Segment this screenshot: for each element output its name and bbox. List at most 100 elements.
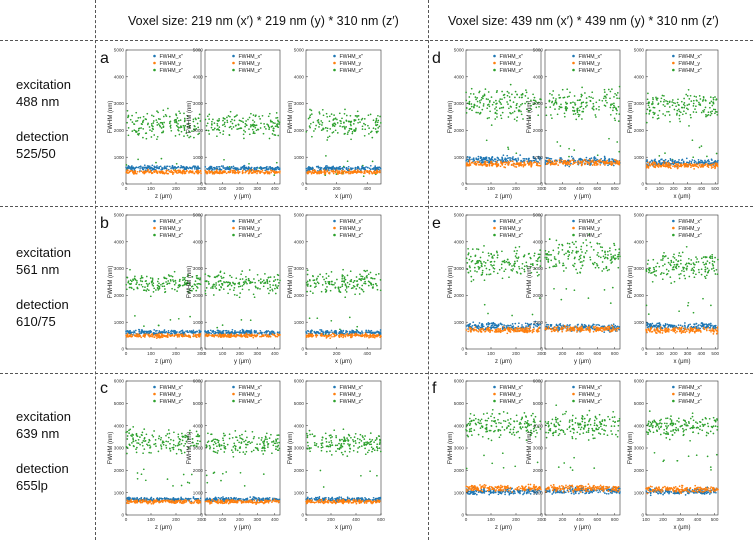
data-point bbox=[195, 435, 198, 438]
data-point bbox=[213, 168, 215, 171]
data-point bbox=[178, 280, 181, 282]
data-point bbox=[139, 443, 141, 446]
data-point bbox=[307, 117, 310, 120]
x-tick-label: 100 bbox=[147, 351, 155, 356]
data-point bbox=[338, 442, 340, 445]
data-point bbox=[156, 110, 158, 112]
data-point bbox=[223, 335, 226, 337]
data-point bbox=[142, 171, 144, 174]
data-point bbox=[148, 451, 151, 454]
data-point bbox=[330, 501, 333, 504]
y-tick-label: 4000 bbox=[294, 74, 305, 79]
data-point bbox=[266, 497, 269, 500]
data-point bbox=[310, 329, 313, 332]
legend-label-z: FWHM_z″ bbox=[340, 399, 364, 405]
data-point bbox=[215, 284, 217, 286]
data-point bbox=[343, 280, 346, 282]
data-point bbox=[189, 135, 192, 138]
data-point bbox=[346, 497, 349, 500]
y-tick-label: 3000 bbox=[294, 446, 305, 451]
data-point bbox=[162, 109, 165, 112]
data-point bbox=[192, 444, 195, 447]
data-point bbox=[271, 452, 273, 455]
data-point bbox=[206, 167, 208, 170]
data-point bbox=[240, 498, 242, 500]
data-point bbox=[175, 167, 177, 169]
data-point bbox=[340, 330, 343, 333]
data-point bbox=[354, 440, 357, 442]
right-column-header: Voxel size: 439 nm (x′) * 439 nm (y) * 3… bbox=[448, 14, 719, 28]
data-point bbox=[338, 496, 341, 498]
data-point bbox=[144, 497, 146, 500]
data-point bbox=[148, 333, 150, 336]
data-point bbox=[195, 285, 198, 288]
data-point bbox=[331, 125, 334, 127]
data-point bbox=[144, 479, 147, 482]
y-axis-label: FWHM (nm) bbox=[187, 432, 193, 465]
data-point bbox=[243, 137, 245, 140]
data-point bbox=[344, 334, 347, 336]
data-point bbox=[329, 337, 332, 340]
data-point bbox=[263, 447, 265, 449]
data-point bbox=[162, 441, 165, 444]
data-point bbox=[153, 443, 155, 446]
data-point bbox=[195, 499, 198, 502]
data-point bbox=[131, 114, 133, 117]
data-point bbox=[131, 442, 133, 444]
data-point bbox=[352, 170, 355, 173]
data-point bbox=[134, 278, 136, 281]
legend-marker-z bbox=[153, 233, 156, 237]
data-point bbox=[256, 332, 259, 335]
data-point bbox=[338, 335, 341, 337]
data-point bbox=[345, 170, 348, 173]
data-point bbox=[161, 167, 164, 169]
data-point bbox=[156, 124, 159, 126]
data-point bbox=[317, 165, 320, 168]
data-point bbox=[320, 442, 323, 445]
data-point bbox=[311, 135, 313, 138]
y-tick-label: 1000 bbox=[114, 155, 125, 160]
data-point bbox=[315, 124, 317, 127]
data-point bbox=[215, 171, 217, 174]
data-point bbox=[331, 436, 333, 438]
y-tick-label: 6000 bbox=[193, 379, 204, 384]
data-point bbox=[199, 120, 202, 122]
data-point bbox=[204, 280, 207, 282]
data-point bbox=[143, 448, 146, 450]
data-point bbox=[220, 165, 223, 167]
data-point bbox=[135, 434, 138, 437]
data-point bbox=[275, 445, 277, 448]
data-point bbox=[175, 334, 177, 336]
data-point bbox=[180, 130, 183, 133]
data-point bbox=[217, 280, 220, 283]
data-point bbox=[261, 114, 264, 117]
data-point bbox=[324, 331, 327, 333]
data-point bbox=[179, 501, 181, 504]
data-point bbox=[363, 118, 366, 120]
data-point bbox=[377, 273, 380, 275]
data-point bbox=[273, 498, 276, 501]
data-point bbox=[236, 169, 239, 172]
data-point bbox=[353, 129, 356, 131]
data-point bbox=[190, 331, 192, 333]
data-point bbox=[205, 287, 208, 289]
data-point bbox=[366, 451, 369, 454]
condition-row-1: excitation 488 nm detection 525/50 bbox=[16, 76, 71, 162]
data-point bbox=[242, 117, 244, 120]
data-point bbox=[329, 498, 332, 500]
data-point bbox=[335, 332, 338, 335]
data-point bbox=[352, 449, 355, 452]
data-point bbox=[260, 122, 262, 125]
data-point bbox=[242, 500, 244, 502]
data-point bbox=[129, 118, 132, 121]
data-point bbox=[187, 438, 190, 440]
data-point bbox=[156, 497, 159, 499]
data-point bbox=[326, 329, 329, 332]
series-z bbox=[465, 83, 542, 155]
data-point bbox=[250, 166, 253, 169]
data-point bbox=[128, 498, 131, 501]
data-point bbox=[240, 335, 243, 338]
data-point bbox=[314, 498, 316, 501]
data-point bbox=[321, 436, 324, 439]
